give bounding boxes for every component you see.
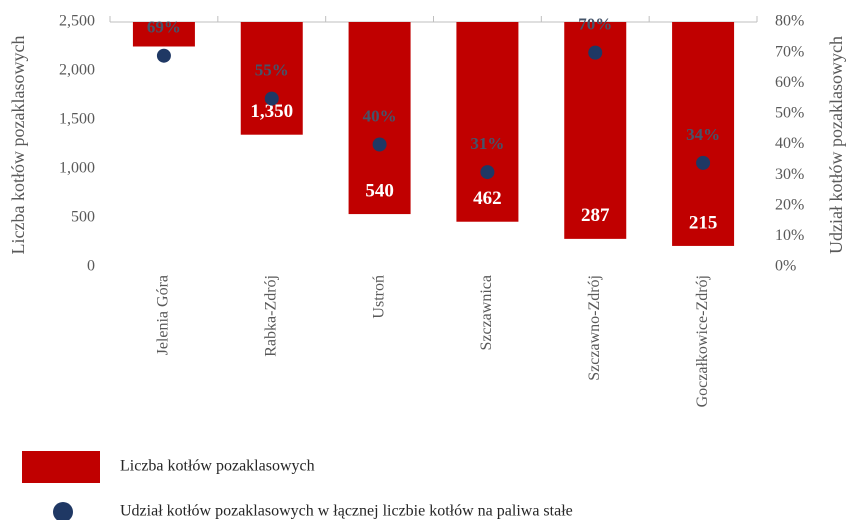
- legend-swatch: [22, 451, 100, 483]
- y2-axis-title: Udział kotłów pozaklasowych: [826, 36, 846, 254]
- x-tick-label: Rabka-Zdrój: [262, 275, 279, 357]
- bar: [456, 22, 519, 222]
- x-tick-label: Jelenia Góra: [155, 275, 172, 355]
- bar-value-label: 287: [581, 205, 610, 226]
- bar: [348, 22, 411, 215]
- point: [156, 48, 171, 63]
- y2-tick-label: 50%: [775, 105, 804, 122]
- y-tick-label: 2,500: [59, 13, 95, 30]
- y2-tick-label: 40%: [775, 135, 804, 152]
- y2-tick-label: 20%: [775, 196, 804, 213]
- legend-swatch: [53, 502, 73, 520]
- point: [696, 155, 711, 170]
- y-tick-label: 0: [87, 258, 95, 275]
- point: [480, 165, 495, 180]
- legend-label: Liczba kotłów pozaklasowych: [120, 458, 315, 475]
- x-tick-label: Szczawnica: [478, 275, 495, 351]
- y2-tick-label: 70%: [775, 43, 804, 60]
- y-tick-label: 500: [71, 209, 95, 226]
- y-tick-label: 1,000: [59, 160, 95, 177]
- point-value-label: 40%: [363, 106, 397, 125]
- x-tick-label: Goczałkowice-Zdrój: [694, 275, 711, 407]
- y-tick-label: 2,000: [59, 62, 95, 79]
- point-value-label: 70%: [578, 15, 612, 34]
- y2-tick-label: 10%: [775, 227, 804, 244]
- y2-tick-label: 80%: [775, 13, 804, 30]
- bar-value-label: 215: [689, 212, 718, 233]
- bar: [132, 22, 195, 47]
- point-value-label: 34%: [686, 125, 720, 144]
- x-tick-label: Szczawno-Zdrój: [586, 275, 603, 381]
- bar-value-label: 1,350: [250, 101, 293, 122]
- y2-tick-label: 60%: [775, 74, 804, 91]
- point-value-label: 55%: [255, 60, 289, 79]
- bar: [240, 22, 303, 135]
- point: [264, 91, 279, 106]
- y2-tick-label: 0%: [775, 258, 796, 275]
- legend-label: Udział kotłów pozaklasowych w łącznej li…: [120, 503, 573, 520]
- y-axis-title: Liczba kotłów pozaklasowych: [8, 36, 28, 255]
- bar-value-label: 540: [365, 180, 394, 201]
- x-tick-label: Ustroń: [370, 275, 387, 319]
- point: [588, 45, 603, 60]
- point-value-label: 31%: [470, 134, 504, 153]
- point-value-label: 69%: [147, 18, 181, 37]
- y2-tick-label: 30%: [775, 166, 804, 183]
- y-tick-label: 1,500: [59, 111, 95, 128]
- bar: [672, 22, 735, 246]
- point: [372, 137, 387, 152]
- bar-value-label: 462: [473, 188, 502, 209]
